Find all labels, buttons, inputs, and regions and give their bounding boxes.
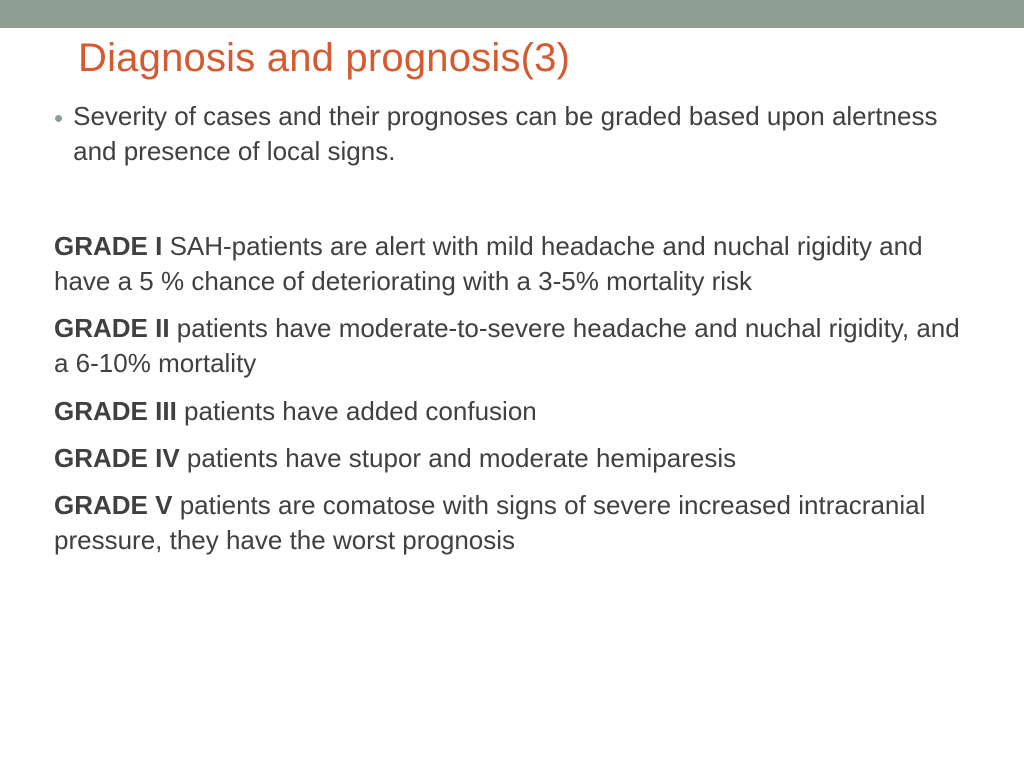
top-accent-bar xyxy=(0,0,1024,28)
bullet-dot-icon: • xyxy=(54,101,63,136)
intro-bullet-text: Severity of cases and their prognoses ca… xyxy=(73,99,970,169)
grade-label: GRADE I xyxy=(54,231,162,261)
slide-body: Diagnosis and prognosis(3) • Severity of… xyxy=(0,28,1024,558)
grade-text: patients have added confusion xyxy=(177,396,537,426)
grade-text: patients are comatose with signs of seve… xyxy=(54,490,925,555)
grade-label: GRADE II xyxy=(54,313,170,343)
grade-item: GRADE IV patients have stupor and modera… xyxy=(54,441,970,476)
grade-item: GRADE V patients are comatose with signs… xyxy=(54,488,970,558)
grade-text: SAH-patients are alert with mild headach… xyxy=(54,231,923,296)
grade-item: GRADE I SAH-patients are alert with mild… xyxy=(54,229,970,299)
grade-label: GRADE IV xyxy=(54,443,180,473)
grade-label: GRADE III xyxy=(54,396,177,426)
intro-bullet-row: • Severity of cases and their prognoses … xyxy=(54,99,970,169)
slide-title: Diagnosis and prognosis(3) xyxy=(78,36,970,81)
grade-text: patients have moderate-to-severe headach… xyxy=(54,313,960,378)
grade-item: GRADE III patients have added confusion xyxy=(54,394,970,429)
grade-text: patients have stupor and moderate hemipa… xyxy=(180,443,736,473)
grade-item: GRADE II patients have moderate-to-sever… xyxy=(54,311,970,381)
grade-label: GRADE V xyxy=(54,490,172,520)
